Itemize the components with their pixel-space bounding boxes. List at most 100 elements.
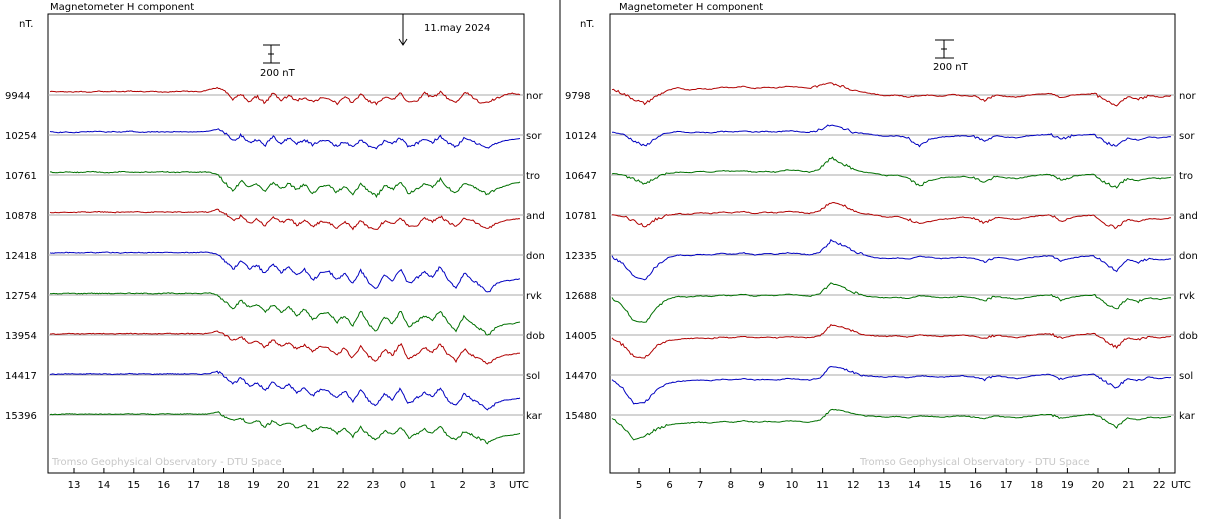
x-tick-label: 6 [666,480,672,491]
chart-right-x-ticks: 5 6 7 8 9 10 11 12 13 14 15 16 17 18 19 20 21 22 [636,468,1166,491]
trace-don [611,238,1171,281]
station-label-sol: sol [1179,371,1193,382]
chart-right-credit: Tromso Geophysical Observatory - DTU Spa… [859,457,1090,468]
chart-left-unit-label: nT. [19,19,33,30]
x-tick-label: 2 [460,480,466,491]
chart-right-traces [611,82,1172,441]
chart-right-scale-label: 200 nT [933,62,969,73]
x-tick-label: 16 [969,480,982,491]
x-tick-label: 18 [1030,480,1043,491]
trace-nor [611,82,1172,107]
station-label-dob: dob [1179,331,1198,342]
chart-right-plot-frame [609,13,1176,474]
station-label-sol: sol [526,371,540,382]
x-tick-label: 1 [430,480,436,491]
x-tick-label: 15 [939,480,952,491]
baseline-value-dob: 13954 [5,331,37,342]
trace-tro [611,156,1172,189]
chart-left-traces [49,86,521,445]
chart-left: Magnetometer H component nT. 99441025410… [5,2,545,491]
x-tick-label: 10 [786,480,799,491]
trace-rvk [49,292,521,336]
chart-left-date-arrow [398,14,408,46]
x-tick-label: 21 [1122,480,1135,491]
x-tick-label: 18 [217,480,230,491]
trace-kar [49,411,521,445]
station-label-nor: nor [1179,91,1196,102]
x-tick-label: 13 [68,480,81,491]
baseline-value-and: 10878 [5,211,37,222]
chart-left-baseline-labels: 9944 10254 10761 10878 12418 12754 13954 14417 1… [5,91,37,422]
station-label-nor: nor [526,91,543,102]
trace-and [611,201,1172,230]
station-label-don: don [526,251,545,262]
chart-right-title: Magnetometer H component [619,2,763,13]
x-tick-label: 17 [1000,480,1013,491]
x-tick-label: 22 [1153,480,1166,491]
baseline-value-tro: 10761 [5,171,37,182]
station-label-and: and [1179,211,1198,222]
x-tick-label: 3 [489,480,495,491]
trace-sol [49,370,521,411]
x-tick-label: 7 [697,480,703,491]
trace-sor [611,124,1172,148]
station-label-sor: sor [1179,131,1195,142]
x-tick-label: 15 [127,480,140,491]
x-tick-label: 20 [277,480,290,491]
station-label-sor: sor [526,131,542,142]
baseline-value-sol: 14417 [5,371,37,382]
baseline-value-kar: 15480 [565,411,597,422]
x-tick-label: 8 [728,480,734,491]
trace-sor [49,128,521,150]
trace-dob [50,330,521,365]
trace-kar [611,408,1172,441]
chart-left-title: Magnetometer H component [50,2,194,13]
baseline-value-nor: 9944 [5,91,30,102]
chart-left-station-labels: nor sor tro and don rvk dob sol kar [526,91,545,422]
baseline-value-dob: 14005 [565,331,597,342]
x-tick-label: 23 [367,480,380,491]
trace-dob [611,324,1172,359]
station-label-tro: tro [1179,171,1193,182]
trace-rvk [611,282,1172,323]
x-tick-label: 16 [157,480,170,491]
baseline-value-and: 10781 [565,211,597,222]
baseline-value-sor: 10254 [5,131,37,142]
baseline-value-tro: 10647 [565,171,597,182]
x-tick-label: 20 [1092,480,1105,491]
x-tick-label: 19 [247,480,260,491]
trace-tro [50,170,521,199]
x-tick-label: 22 [337,480,350,491]
baseline-value-don: 12335 [565,251,597,262]
station-label-kar: kar [526,411,543,422]
chart-left-scale-label: 200 nT [260,68,296,79]
chart-right-x-unit: UTC [1171,480,1191,491]
trace-and [49,208,521,231]
trace-don [49,251,521,293]
x-tick-label: 11 [816,480,829,491]
baseline-value-sol: 14470 [565,371,597,382]
chart-left-gridlines [48,94,524,416]
station-label-rvk: rvk [1179,291,1195,302]
station-label-and: and [526,211,545,222]
x-tick-label: 14 [908,480,921,491]
x-tick-label: 21 [307,480,320,491]
x-tick-label: 9 [758,480,764,491]
chart-right-station-labels: nor sor tro and don rvk dob sol kar [1179,91,1198,422]
baseline-value-sor: 10124 [565,131,597,142]
chart-right: Magnetometer H component nT. 9798 10124 10… [565,2,1198,491]
chart-left-scale-bar [263,44,280,64]
station-label-tro: tro [526,171,540,182]
chart-left-x-ticks: 13 14 15 16 17 18 19 20 21 22 23 0 1 2 3 [68,468,496,491]
trace-sol [611,365,1172,405]
baseline-value-nor: 9798 [565,91,590,102]
chart-right-baseline-labels: 9798 10124 10647 10781 12335 12688 14005 14470 1… [565,91,597,422]
x-tick-label: 0 [400,480,406,491]
chart-right-scale-bar [935,39,954,59]
station-label-rvk: rvk [526,291,542,302]
chart-left-plot-frame [47,13,525,474]
baseline-value-kar: 15396 [5,411,37,422]
station-label-don: don [1179,251,1198,262]
chart-left-x-unit: UTC [509,480,529,491]
